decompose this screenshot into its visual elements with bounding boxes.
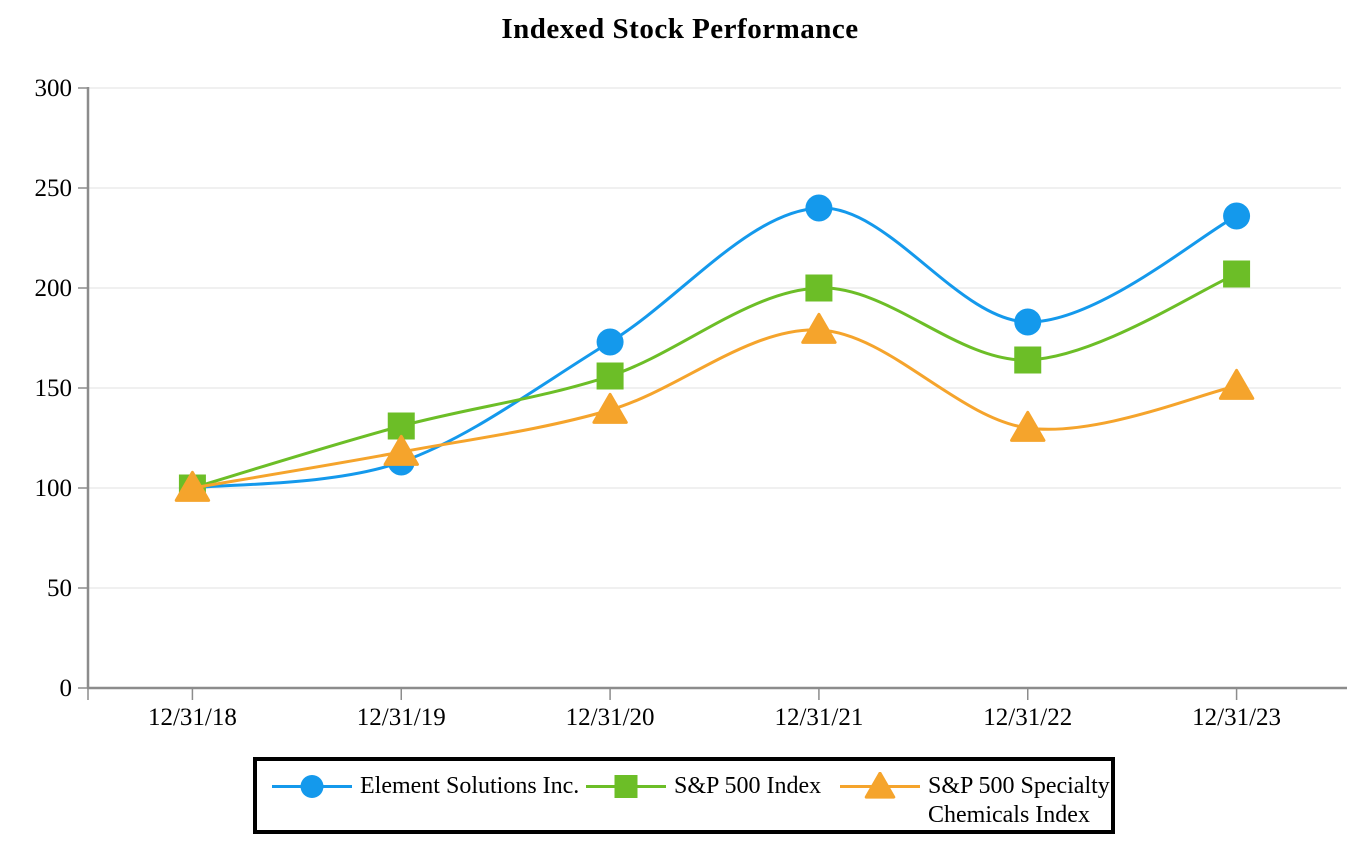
legend-item-element-solutions: Element Solutions Inc. [270, 772, 579, 801]
x-tick-label: 12/31/19 [357, 704, 446, 731]
triangle-marker-icon [174, 470, 211, 502]
circle-marker-icon [1223, 202, 1251, 230]
circle-marker-icon [1014, 308, 1042, 336]
x-tick-label: 12/31/22 [983, 704, 1072, 731]
legend-marker-triangle-icon [840, 772, 920, 799]
square-marker-icon [805, 274, 833, 302]
legend-item-sp500: S&P 500 Index [584, 772, 821, 801]
triangle-marker-icon [383, 434, 419, 466]
legend-label: S&P 500 Specialty Chemicals Index [928, 773, 1110, 828]
legend-item-sp500-specialty-chemicals: S&P 500 Specialty Chemicals Index [838, 772, 1110, 830]
y-tick-label: 150 [35, 375, 73, 402]
legend-marker-square-icon [586, 775, 666, 798]
square-marker-icon [614, 775, 638, 798]
circle-marker-icon [805, 194, 833, 222]
x-tick-label: 12/31/23 [1192, 704, 1281, 731]
legend-marker-circle-icon [272, 775, 352, 798]
square-marker-icon [596, 362, 624, 390]
y-tick-label: 250 [35, 175, 73, 202]
triangle-marker-icon [1218, 368, 1255, 400]
legend-label: Element Solutions Inc. [360, 773, 580, 799]
series-line-1 [190, 272, 1239, 490]
y-tick-label: 100 [35, 475, 73, 502]
square-marker-icon [1223, 260, 1251, 288]
square-marker-icon [1014, 346, 1042, 374]
chart-title: Indexed Stock Performance [501, 13, 859, 45]
legend-label: S&P 500 Index [674, 773, 822, 799]
x-tick-label: 12/31/20 [566, 704, 655, 731]
y-tick-label: 300 [35, 75, 73, 102]
x-tick-label: 12/31/21 [774, 704, 863, 731]
y-tick-label: 0 [60, 675, 73, 702]
x-tick-label: 12/31/18 [148, 704, 237, 731]
y-tick-label: 50 [47, 575, 72, 602]
triangle-marker-icon [864, 772, 896, 799]
triangle-marker-icon [1010, 410, 1046, 442]
circle-marker-icon [596, 328, 624, 356]
y-tick-label: 200 [35, 275, 73, 302]
legend: Element Solutions Inc. S&P 500 Index S&P… [253, 757, 1115, 834]
triangle-marker-icon [801, 312, 837, 344]
series-line-2 [190, 328, 1239, 490]
circle-marker-icon [300, 775, 324, 798]
triangle-marker-icon [592, 392, 628, 424]
